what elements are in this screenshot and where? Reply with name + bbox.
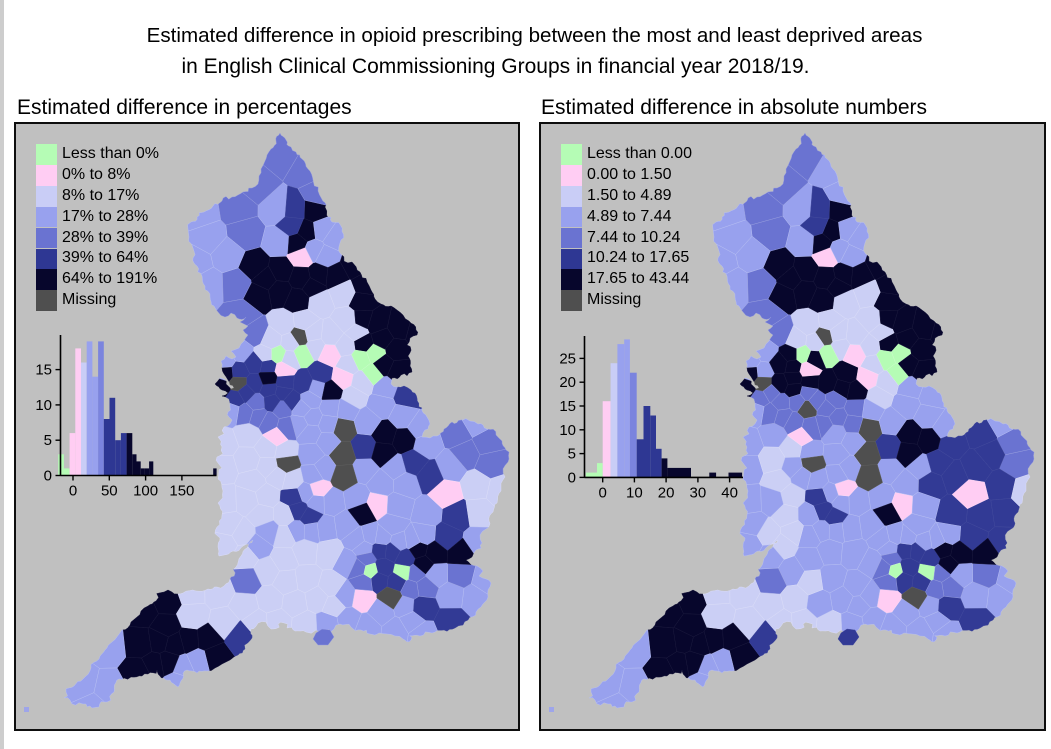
svg-text:50: 50 [101,483,118,500]
svg-text:10: 10 [626,484,643,501]
svg-text:0: 0 [69,483,77,500]
svg-text:20: 20 [559,374,576,391]
svg-text:25: 25 [559,350,576,367]
svg-text:150: 150 [169,483,194,500]
svg-text:5: 5 [568,446,576,463]
svg-text:30: 30 [690,484,707,501]
svg-text:20: 20 [658,484,675,501]
svg-text:15: 15 [559,398,576,415]
svg-text:15: 15 [35,362,52,379]
svg-text:10: 10 [559,422,576,439]
svg-text:0: 0 [568,469,576,486]
svg-text:5: 5 [44,432,52,449]
svg-text:0: 0 [44,468,52,485]
svg-text:10: 10 [35,397,52,414]
svg-text:40: 40 [721,484,738,501]
svg-text:0: 0 [599,484,607,501]
svg-text:100: 100 [133,483,158,500]
